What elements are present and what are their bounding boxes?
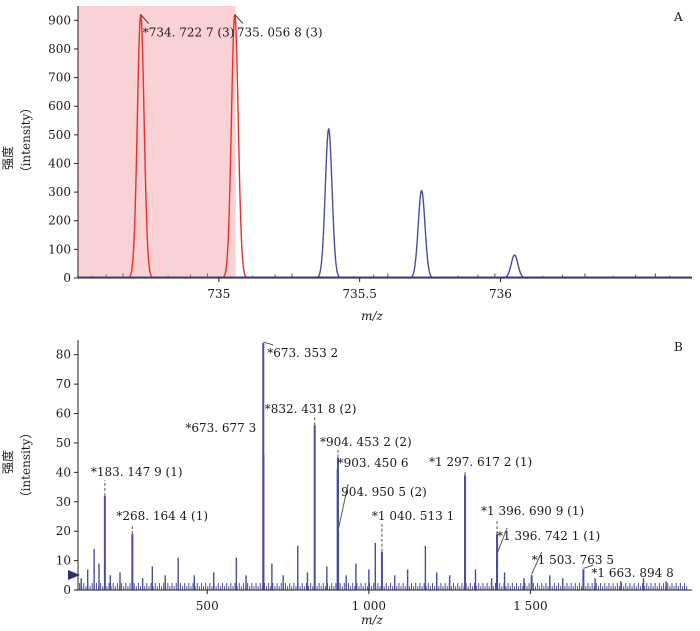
annotation-leader (583, 564, 594, 569)
panel-a-label: A (673, 10, 683, 24)
y-tick-label: 300 (48, 185, 71, 199)
peak-annotation: 735. 056 8 (3) (237, 26, 323, 40)
panel-b: B 强度 （intensity） m/z 0 10 20 30 40 50 60 70 80 50… (0, 340, 692, 627)
y-tick-label: 20 (56, 524, 71, 538)
peak-annotation: *1 503. 763 5 (532, 553, 614, 567)
peak-4 (408, 189, 436, 279)
annotation-leader (496, 527, 508, 554)
panel-a-ylabel-zh: 强度 (0, 146, 15, 170)
peak-annotation: *1 040. 513 1 (372, 509, 454, 523)
peak-annotation: 904. 950 5 (2) (341, 485, 427, 499)
y-tick-label: 40 (56, 465, 71, 479)
y-tick-label: 80 (56, 348, 71, 362)
annotation-leader (531, 551, 543, 575)
x-tick-label: 500 (196, 599, 219, 613)
peak-annotation: *673. 677 3 (185, 421, 256, 435)
peak-annotation: *1 396. 690 9 (1) (481, 504, 584, 518)
panel-b-ylabel-zh: 强度 (0, 450, 15, 474)
panel-a-xlabel: m/z (361, 309, 383, 323)
panel-b-label: B (674, 340, 683, 354)
y-tick-label: 60 (56, 407, 71, 421)
peak-annotation: *734. 722 7 (3) (143, 26, 235, 40)
y-tick-label: 800 (48, 42, 71, 56)
x-tick-label: 1 000 (352, 599, 386, 613)
peak-2 (221, 14, 249, 279)
y-tick-label: 900 (48, 13, 71, 27)
peak-annotation: *1 297. 617 2 (1) (429, 455, 532, 469)
peak-annotation: *1 663. 894 8 (591, 566, 673, 580)
peak-5 (501, 254, 529, 279)
panel-b-ylabel-en: （intensity） (19, 427, 33, 504)
y-tick-label: 700 (48, 71, 71, 85)
y-tick-label: 100 (48, 242, 71, 256)
annotation-leader (337, 483, 349, 531)
y-tick-label: 600 (48, 99, 71, 113)
annotation-leader (140, 14, 150, 24)
y-tick-label: 0 (63, 583, 71, 597)
y-tick-label: 70 (56, 377, 71, 391)
y-tick-label: 400 (48, 156, 71, 170)
y-tick-label: 50 (56, 436, 71, 450)
y-tick-label: 30 (56, 495, 71, 509)
y-tick-label: 0 (63, 271, 71, 285)
y-tick-label: 500 (48, 128, 71, 142)
x-tick-label: 736 (489, 287, 512, 301)
panel-a-ylabel-en: （intensity） (19, 102, 33, 179)
panel-a: A 强度 （intensity） m/z 0 100 200 300 400 500 600… (0, 6, 692, 323)
annotation-leader (263, 341, 274, 346)
peak-annotation: *268. 164 4 (1) (116, 509, 208, 523)
origin-arrow-icon (68, 570, 80, 580)
peak-annotation: *904. 453 2 (2) (320, 435, 412, 449)
peak-1 (127, 14, 155, 279)
peak-annotation: *903. 450 6 (338, 456, 409, 470)
peak-3 (315, 127, 343, 279)
x-tick-label: 735.5 (342, 287, 376, 301)
peak-annotation: *1 396. 742 1 (1) (497, 529, 600, 543)
y-tick-label: 10 (56, 554, 71, 568)
selection-highlight (78, 6, 236, 278)
peak-annotation: *832. 431 8 (2) (265, 402, 357, 416)
peak-annotation: *673. 353 2 (267, 346, 338, 360)
x-tick-label: 1 500 (513, 599, 547, 613)
y-tick-label: 200 (48, 214, 71, 228)
x-tick-label: 735 (207, 287, 230, 301)
panel-b-xlabel: m/z (361, 613, 383, 627)
peak-annotation: *183. 147 9 (1) (91, 465, 183, 479)
annotation-leader (234, 14, 244, 24)
